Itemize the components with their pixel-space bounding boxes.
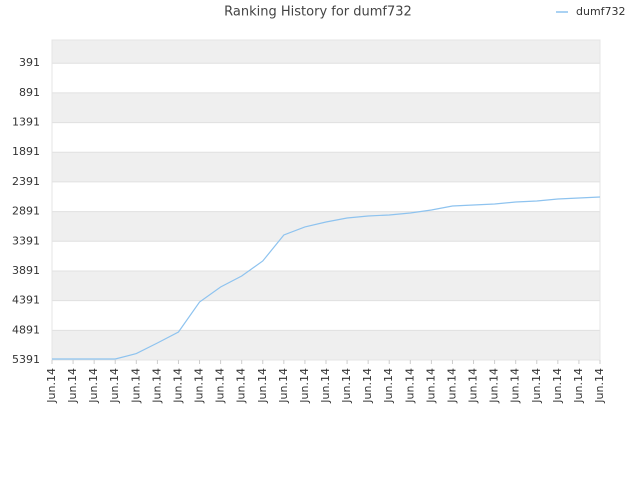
x-tick-label: Jun.14 bbox=[572, 368, 585, 404]
data-line bbox=[52, 196, 601, 360]
plot-band bbox=[52, 122, 600, 153]
y-tick-label: 3891 bbox=[12, 264, 40, 277]
plot-band bbox=[52, 241, 600, 271]
plot-band bbox=[52, 40, 600, 64]
plot-band bbox=[52, 330, 600, 360]
plot-band bbox=[52, 270, 600, 301]
x-tick-label: Jun.14 bbox=[214, 368, 227, 404]
x-tick-label: Jun.14 bbox=[340, 368, 353, 404]
y-tick-label: 4391 bbox=[12, 294, 40, 307]
x-tick-label: Jun.14 bbox=[87, 368, 100, 404]
x-tick-label: Jun.14 bbox=[445, 368, 458, 404]
x-tick-label: Jun.14 bbox=[551, 368, 564, 404]
plot-band bbox=[52, 152, 600, 182]
plot-band bbox=[52, 300, 600, 331]
y-tick-label: 1891 bbox=[12, 145, 40, 158]
plot-band bbox=[52, 211, 600, 242]
y-tick-label: 5391 bbox=[12, 353, 40, 366]
x-tick-label: Jun.14 bbox=[319, 368, 332, 404]
x-tick-label: Jun.14 bbox=[277, 368, 290, 404]
legend-label: dumf732 bbox=[576, 5, 626, 18]
x-tick-label: Jun.14 bbox=[467, 368, 480, 404]
x-tick-label: Jun.14 bbox=[108, 368, 121, 404]
x-tick-label: Jun.14 bbox=[403, 368, 416, 404]
x-tick-label: Jun.14 bbox=[66, 368, 79, 404]
x-tick-label: Jun.14 bbox=[193, 368, 206, 404]
chart-title: Ranking History for dumf732 bbox=[224, 5, 412, 20]
plot-band bbox=[52, 92, 600, 123]
x-tick-label: Jun.14 bbox=[382, 368, 395, 404]
y-tick-label: 4891 bbox=[12, 323, 40, 336]
x-tick-label: Jun.14 bbox=[129, 368, 142, 404]
x-tick-label: Jun.14 bbox=[593, 368, 606, 404]
y-tick-label: 391 bbox=[19, 56, 40, 69]
x-tick-label: Jun.14 bbox=[171, 368, 184, 404]
y-tick-label: 2891 bbox=[12, 205, 40, 218]
x-tick-label: Jun.14 bbox=[150, 368, 163, 404]
y-tick-label: 1391 bbox=[12, 116, 40, 129]
plot-band bbox=[52, 181, 600, 212]
x-tick-label: Jun.14 bbox=[235, 368, 248, 404]
y-tick-label: 2391 bbox=[12, 175, 40, 188]
x-tick-label: Jun.14 bbox=[298, 368, 311, 404]
x-tick-label: Jun.14 bbox=[509, 368, 522, 404]
x-tick-label: Jun.14 bbox=[45, 368, 58, 404]
x-tick-label: Jun.14 bbox=[424, 368, 437, 404]
x-tick-label: Jun.14 bbox=[361, 368, 374, 404]
y-tick-label: 891 bbox=[19, 86, 40, 99]
x-tick-label: Jun.14 bbox=[530, 368, 543, 404]
plot-band bbox=[52, 63, 600, 93]
x-tick-label: Jun.14 bbox=[488, 368, 501, 404]
y-tick-label: 3391 bbox=[12, 234, 40, 247]
x-tick-label: Jun.14 bbox=[256, 368, 269, 404]
